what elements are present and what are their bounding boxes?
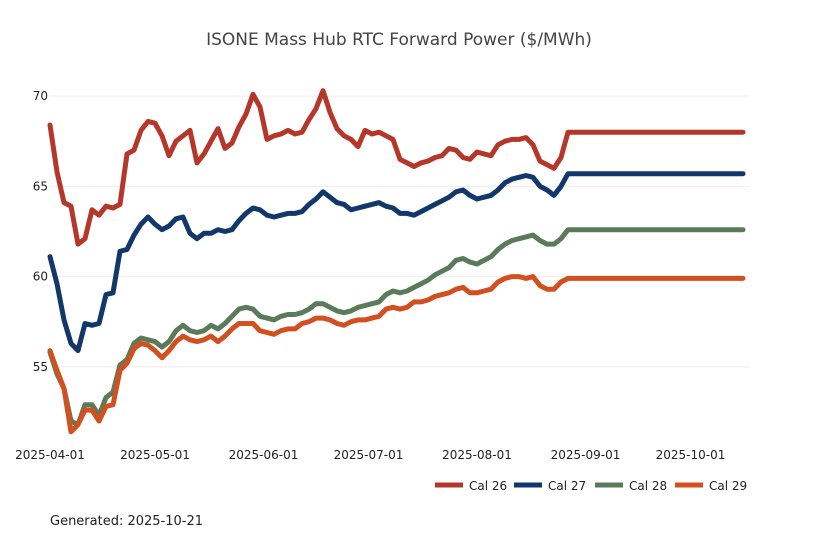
generated-date: Generated: 2025-10-21 — [50, 514, 203, 529]
legend-label: Cal 29 — [709, 479, 747, 493]
series-line-cal-28 — [47, 227, 746, 428]
y-tick-label: 70 — [33, 89, 48, 103]
chart-title: ISONE Mass Hub RTC Forward Power ($/MWh) — [206, 30, 592, 50]
y-axis: 55 60 65 70 — [33, 89, 48, 374]
x-tick-label: 2025-05-01 — [120, 448, 190, 462]
x-tick-label: 2025-06-01 — [229, 448, 299, 462]
y-tick-label: 65 — [33, 179, 48, 193]
y-tick-label: 55 — [33, 360, 48, 374]
x-tick-label: 2025-09-01 — [551, 448, 621, 462]
x-tick-label: 2025-08-01 — [442, 448, 512, 462]
x-tick-label: 2025-07-01 — [334, 448, 404, 462]
series-lines — [47, 88, 746, 435]
y-tick-label: 60 — [33, 270, 48, 284]
series-line-cal-27 — [47, 171, 746, 354]
x-tick-label: 2025-04-01 — [15, 448, 85, 462]
series-line-cal-26 — [47, 88, 746, 247]
legend: Cal 26 Cal 27 Cal 28 Cal 29 — [435, 479, 747, 493]
x-tick-label: 2025-10-01 — [656, 448, 726, 462]
series-line-cal-29 — [47, 274, 746, 435]
legend-label: Cal 28 — [629, 479, 667, 493]
x-axis: 2025-04-01 2025-05-01 2025-06-01 2025-07-01… — [15, 448, 725, 462]
legend-label: Cal 27 — [548, 479, 586, 493]
legend-label: Cal 26 — [469, 479, 507, 493]
